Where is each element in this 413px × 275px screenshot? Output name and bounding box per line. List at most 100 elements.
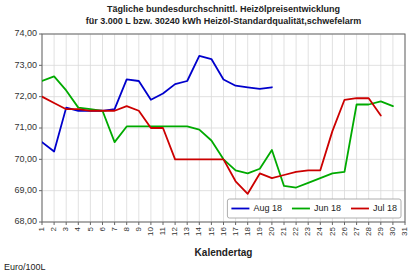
x-tick-label: 15 [207,226,216,235]
y-tick [39,190,42,191]
x-tick-label: 23 [303,226,312,235]
legend-swatch [292,208,310,210]
x-tick-label: 10 [146,226,155,235]
x-tick [199,222,200,225]
x-tick-label: 14 [194,226,203,235]
x-tick [259,222,260,225]
x-tick [405,222,406,225]
x-grid-line [211,34,212,222]
subtitle: für 3.000 L bzw. 30240 kWh Heizöl-Standa… [86,16,362,26]
x-tick [296,222,297,225]
x-tick-label: 6 [98,226,107,231]
y-tick-label: 68,00 [14,216,37,226]
x-tick-label: 21 [279,226,288,235]
x-tick-label: 18 [243,226,252,235]
x-grid-line [66,34,67,222]
x-tick-label: 30 [388,226,397,235]
x-grid-line [138,34,139,222]
x-tick-label: 13 [182,226,191,235]
x-grid-line [102,34,103,222]
lines [42,56,393,194]
y-axis-label: Euro/100L [4,262,46,272]
x-tick-label: 4 [73,226,82,231]
x-tick [211,222,212,225]
y-tick [39,159,42,160]
grid [42,34,405,222]
y-tick-label: 72,00 [14,91,37,101]
y-tick-label: 69,00 [14,185,37,195]
legend-label: Aug 18 [253,203,282,213]
legend-swatch [231,208,249,210]
x-tick [380,222,381,225]
x-tick [126,222,127,225]
x-grid-line [78,34,79,222]
x-tick [150,222,151,225]
y-tick-label: 74,00 [14,28,37,38]
x-tick [223,222,224,225]
x-grid-line [199,34,200,222]
legend-label: Jun 18 [314,203,341,213]
x-axis: 1234567891011121314151617181920212223242… [37,222,409,236]
x-grid-line [271,34,272,222]
x-tick-label: 11 [158,226,167,235]
x-tick-label: 2 [49,226,58,231]
x-tick [114,222,115,225]
plot-frame [42,34,405,222]
y-axis: 68,0069,0070,0071,0072,0073,0074,00 [14,28,42,226]
series-line [42,97,381,194]
x-tick-label: 25 [328,226,337,235]
x-grid-line [392,34,393,222]
x-tick-label: 27 [352,226,361,235]
x-grid-line [90,34,91,222]
y-tick-label: 70,00 [14,154,37,164]
legend: Aug 18 Jun 18 Jul 18 [227,199,401,218]
x-tick [138,222,139,225]
x-tick [235,222,236,225]
series-line [42,76,393,187]
x-tick [284,222,285,225]
x-grid-line [54,34,55,222]
x-tick-label: 17 [231,226,240,235]
legend-label: Jul 18 [373,203,397,213]
x-tick-label: 31 [400,226,409,235]
x-tick [344,222,345,225]
x-tick [175,222,176,225]
x-tick [368,222,369,225]
y-tick [39,34,42,35]
x-grid-line [296,34,297,222]
x-grid-line [235,34,236,222]
x-grid-line [223,34,224,222]
x-axis-label: Kalendertag [195,247,253,258]
x-tick [102,222,103,225]
x-grid-line [114,34,115,222]
x-tick-label: 8 [122,226,131,231]
x-tick [320,222,321,225]
x-tick [356,222,357,225]
x-tick [78,222,79,225]
x-tick [308,222,309,225]
x-grid-line [344,34,345,222]
x-tick [392,222,393,225]
x-tick-label: 26 [340,226,349,235]
x-tick-label: 19 [255,226,264,235]
x-tick-label: 3 [61,226,70,231]
x-tick [332,222,333,225]
x-grid-line [187,34,188,222]
x-grid-line [368,34,369,222]
x-tick-label: 12 [170,226,179,235]
y-tick-label: 71,00 [14,122,37,132]
x-tick [187,222,188,225]
x-tick-label: 20 [267,226,276,235]
x-grid-line [320,34,321,222]
y-tick [39,96,42,97]
x-tick-label: 1 [37,226,46,231]
x-grid-line [356,34,357,222]
x-tick [247,222,248,225]
x-tick [90,222,91,225]
y-tick [39,65,42,66]
x-tick-label: 5 [86,226,95,231]
x-tick-label: 24 [315,226,324,235]
x-tick-label: 29 [376,226,385,235]
x-tick-label: 7 [110,226,119,231]
x-grid-line [308,34,309,222]
